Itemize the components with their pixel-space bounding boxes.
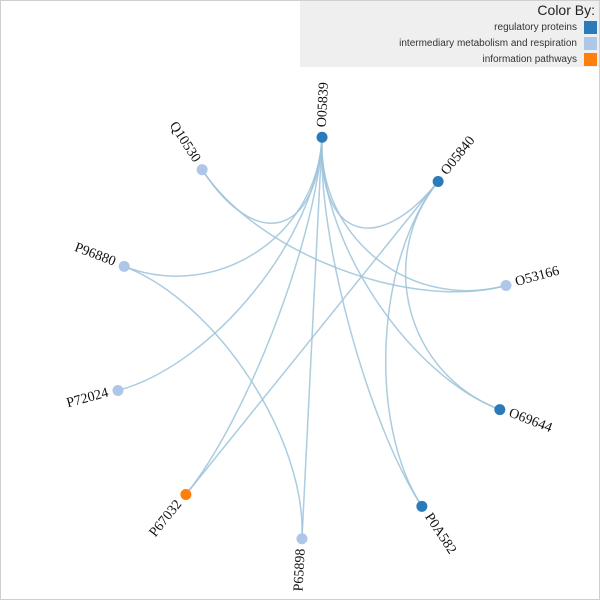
node-circle[interactable] xyxy=(416,500,428,512)
node-circle[interactable] xyxy=(316,131,328,143)
legend-item-regulatory-proteins[interactable]: regulatory proteins xyxy=(301,21,599,37)
legend-item-label: regulatory proteins xyxy=(494,22,577,33)
legend: Color By: regulatory proteins intermedia… xyxy=(300,1,599,69)
node-P0A582[interactable]: P0A582 xyxy=(416,500,459,557)
node-circle[interactable] xyxy=(494,404,506,416)
node-circle[interactable] xyxy=(112,384,124,396)
node-O05840[interactable]: O05840 xyxy=(432,134,479,187)
node-label: O05839 xyxy=(315,82,332,128)
node-label: O53166 xyxy=(514,264,561,290)
node-P96880[interactable]: P96880 xyxy=(72,240,130,272)
node-label: O69644 xyxy=(507,406,555,436)
node-circle[interactable] xyxy=(180,489,192,501)
legend-item-label: intermediary metabolism and respiration xyxy=(399,38,577,49)
legend-item-label: information pathways xyxy=(482,54,578,65)
edge-O05839-O53166 xyxy=(321,137,507,292)
legend-item-information-pathways[interactable]: information pathways xyxy=(301,53,599,69)
node-label: Q10530 xyxy=(166,119,203,165)
node-label: P0A582 xyxy=(421,510,459,557)
edge-Q10530-O53166 xyxy=(201,169,507,293)
node-Q10530[interactable]: Q10530 xyxy=(166,119,208,176)
node-circle[interactable] xyxy=(500,280,512,292)
node-label: P67032 xyxy=(147,497,186,540)
node-O69644[interactable]: O69644 xyxy=(494,404,554,436)
legend-title: Color By: xyxy=(537,2,595,18)
node-P72024[interactable]: P72024 xyxy=(65,384,124,412)
edge-O05840-P0A582 xyxy=(384,181,439,507)
edge-O05839-P96880 xyxy=(123,137,323,277)
node-label: O05840 xyxy=(438,134,478,179)
edge-O05840-P67032 xyxy=(185,181,439,495)
edge-layer xyxy=(117,137,507,539)
edge-O05839-P72024 xyxy=(117,137,323,392)
node-circle[interactable] xyxy=(296,533,308,545)
legend-item-intermediary-metabolism[interactable]: intermediary metabolism and respiration xyxy=(301,37,599,53)
edge-O05839-P67032 xyxy=(185,137,323,495)
edge-P96880-P65898 xyxy=(123,265,303,539)
node-label: P72024 xyxy=(65,386,110,412)
node-O05839[interactable]: O05839 xyxy=(315,82,332,143)
edge-O05839-O05840 xyxy=(321,137,439,229)
node-circle[interactable] xyxy=(118,260,130,272)
node-label: P65898 xyxy=(292,548,309,591)
node-circle[interactable] xyxy=(196,164,208,176)
edge-O05839-P0A582 xyxy=(320,137,423,507)
legend-swatch xyxy=(584,53,597,66)
legend-swatch xyxy=(584,21,597,34)
legend-swatch xyxy=(584,37,597,50)
node-P67032[interactable]: P67032 xyxy=(147,489,192,540)
node-O53166[interactable]: O53166 xyxy=(500,264,562,292)
edge-O05840-O69644 xyxy=(404,181,501,411)
node-circle[interactable] xyxy=(432,175,444,187)
node-P65898[interactable]: P65898 xyxy=(292,533,309,592)
edge-O05839-O69644 xyxy=(321,137,501,411)
node-label: P96880 xyxy=(72,240,117,269)
